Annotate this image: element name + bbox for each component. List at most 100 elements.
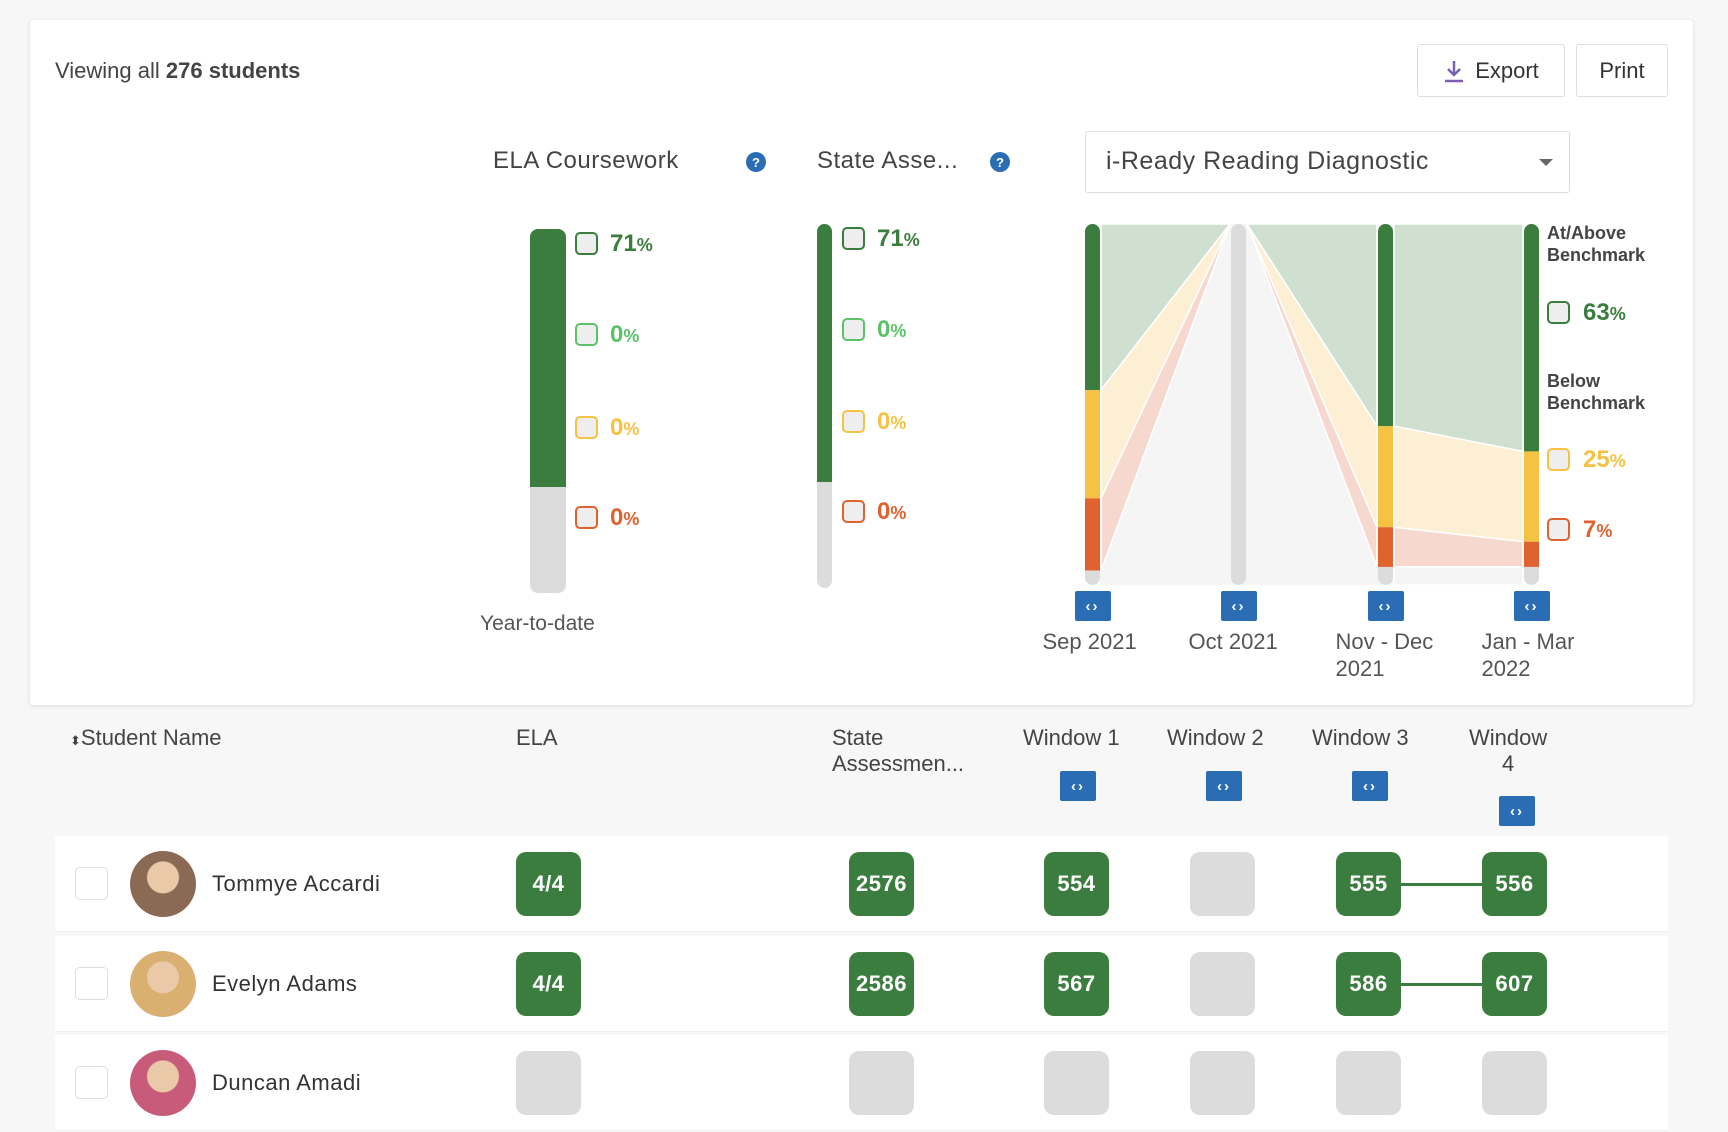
level-percent: 0%	[610, 414, 640, 441]
legend-percent: 25%	[1583, 446, 1626, 473]
viewing-count: Viewing all 276 students	[55, 58, 300, 84]
score-chip-w3[interactable]	[1336, 1051, 1401, 1115]
score-chip-w3[interactable]: 586	[1336, 951, 1401, 1016]
row-checkbox[interactable]	[75, 867, 108, 900]
sankey-bar-segment	[1524, 451, 1539, 542]
level-checkbox[interactable]	[575, 232, 598, 255]
help-icon[interactable]: ?	[990, 152, 1010, 172]
score-chip-w4[interactable]	[1482, 1051, 1547, 1115]
window-toggle-button[interactable]: ‹›	[1367, 591, 1404, 621]
level-checkbox[interactable]	[575, 506, 598, 529]
ela-bar-fill	[530, 229, 566, 488]
diagnostic-select[interactable]: i-Ready Reading Diagnostic	[1085, 131, 1570, 193]
ela-coursework-title: ELA Coursework	[493, 147, 679, 174]
level-checkbox[interactable]	[575, 416, 598, 439]
window-1-toggle-button[interactable]: ‹›	[1060, 771, 1096, 801]
window-toggle-button[interactable]: ‹›	[1220, 591, 1257, 621]
score-chip-ela[interactable]: 4/4	[516, 852, 581, 916]
legend-below-label: Below Benchmark	[1547, 371, 1646, 413]
score-chip-state[interactable]: 2586	[849, 951, 914, 1016]
sankey-bar-segment	[1231, 224, 1246, 585]
state-bar-fill	[817, 224, 832, 483]
window-4-toggle-button[interactable]: ‹›	[1499, 796, 1535, 826]
column-window-3[interactable]: Window 3	[1312, 725, 1409, 750]
sankey-bar-segment	[1085, 498, 1100, 571]
score-chip-w3[interactable]: 555	[1336, 852, 1401, 916]
sankey-bar-segment	[1378, 527, 1393, 567]
score-chip-state[interactable]: 2576	[849, 852, 914, 916]
table-row: Duncan Amadi	[55, 1035, 1668, 1131]
student-name[interactable]: Evelyn Adams	[212, 970, 358, 996]
score-chip-w1[interactable]	[1044, 1051, 1109, 1115]
column-student-name[interactable]: ⬍Student Name	[70, 725, 222, 754]
legend-checkbox[interactable]	[1547, 301, 1570, 324]
window-label: Nov - Dec 2021	[1335, 629, 1434, 681]
export-label: Export	[1475, 57, 1539, 83]
level-percent: 71%	[610, 230, 653, 257]
level-checkbox[interactable]	[575, 323, 598, 346]
score-chip-w4[interactable]: 556	[1482, 852, 1547, 916]
score-chip-state[interactable]	[849, 1051, 914, 1115]
student-name[interactable]: Tommye Accardi	[212, 871, 381, 896]
row-checkbox[interactable]	[75, 966, 108, 1000]
print-label: Print	[1599, 57, 1645, 83]
level-checkbox[interactable]	[842, 410, 865, 433]
score-chip-w1[interactable]: 567	[1044, 951, 1109, 1016]
column-state[interactable]: State Assessmen...	[832, 725, 965, 776]
state-bar	[817, 224, 832, 588]
window-3-toggle-button[interactable]: ‹›	[1352, 771, 1388, 801]
window-toggle-button[interactable]: ‹›	[1074, 591, 1111, 621]
legend-checkbox[interactable]	[1547, 518, 1570, 541]
window-toggle-button[interactable]: ‹›	[1513, 591, 1550, 621]
score-chip-w4[interactable]: 607	[1482, 951, 1547, 1016]
sankey-bar-segment	[1085, 224, 1100, 391]
level-percent: 0%	[877, 498, 907, 525]
sankey-flow	[1393, 566, 1524, 586]
score-trend-line	[1401, 982, 1482, 986]
legend-above-label: At/Above Benchmark	[1547, 223, 1646, 265]
level-percent: 0%	[877, 316, 907, 343]
row-checkbox[interactable]	[75, 1066, 108, 1099]
level-checkbox[interactable]	[842, 500, 865, 523]
column-window-4[interactable]: Window 4	[1469, 725, 1547, 777]
score-chip-w2[interactable]	[1190, 951, 1255, 1016]
window-label: Oct 2021	[1188, 629, 1278, 654]
help-icon[interactable]: ?	[746, 152, 766, 172]
column-ela[interactable]: ELA	[516, 725, 558, 750]
avatar	[130, 1050, 196, 1116]
score-chip-w2[interactable]	[1190, 852, 1255, 916]
score-chip-ela[interactable]: 4/4	[516, 951, 581, 1016]
score-trend-line	[1401, 883, 1482, 886]
window-2-toggle-button[interactable]: ‹›	[1206, 771, 1242, 801]
column-window-2[interactable]: Window 2	[1167, 725, 1264, 750]
viewing-prefix: Viewing all	[55, 58, 160, 83]
score-chip-w1[interactable]: 554	[1044, 852, 1109, 916]
table-row: Tommye Accardi 4/4 2576 554 555 556	[55, 836, 1668, 932]
student-name[interactable]: Duncan Amadi	[212, 1070, 362, 1095]
print-button[interactable]: Print	[1576, 44, 1668, 97]
export-button[interactable]: Export	[1417, 44, 1565, 97]
score-chip-w2[interactable]	[1190, 1051, 1255, 1115]
sankey-flow	[1246, 223, 1378, 568]
level-checkbox[interactable]	[842, 227, 865, 250]
state-assessment-title: State Asse...	[817, 147, 959, 174]
level-percent: 0%	[610, 321, 640, 348]
legend-percent: 63%	[1583, 299, 1626, 326]
year-to-date-label: Year-to-date	[480, 612, 595, 635]
level-percent: 71%	[877, 225, 920, 252]
diagnostic-sankey-chart	[1085, 223, 1539, 586]
sankey-bar-segment	[1524, 224, 1539, 452]
legend-checkbox[interactable]	[1547, 448, 1570, 471]
sankey-bar-segment	[1085, 390, 1100, 499]
column-window-4-line2: 4	[1502, 751, 1515, 776]
score-chip-ela[interactable]	[516, 1051, 581, 1115]
level-checkbox[interactable]	[842, 318, 865, 341]
sort-icon: ⬍	[70, 733, 81, 748]
sankey-bar-segment	[1378, 426, 1393, 528]
avatar	[130, 950, 196, 1017]
download-icon	[1445, 60, 1464, 82]
column-window-1[interactable]: Window 1	[1023, 725, 1120, 750]
sankey-bar-segment	[1378, 224, 1393, 427]
window-label: Jan - Mar 2022	[1481, 629, 1575, 681]
window-label: Sep 2021	[1042, 629, 1137, 654]
